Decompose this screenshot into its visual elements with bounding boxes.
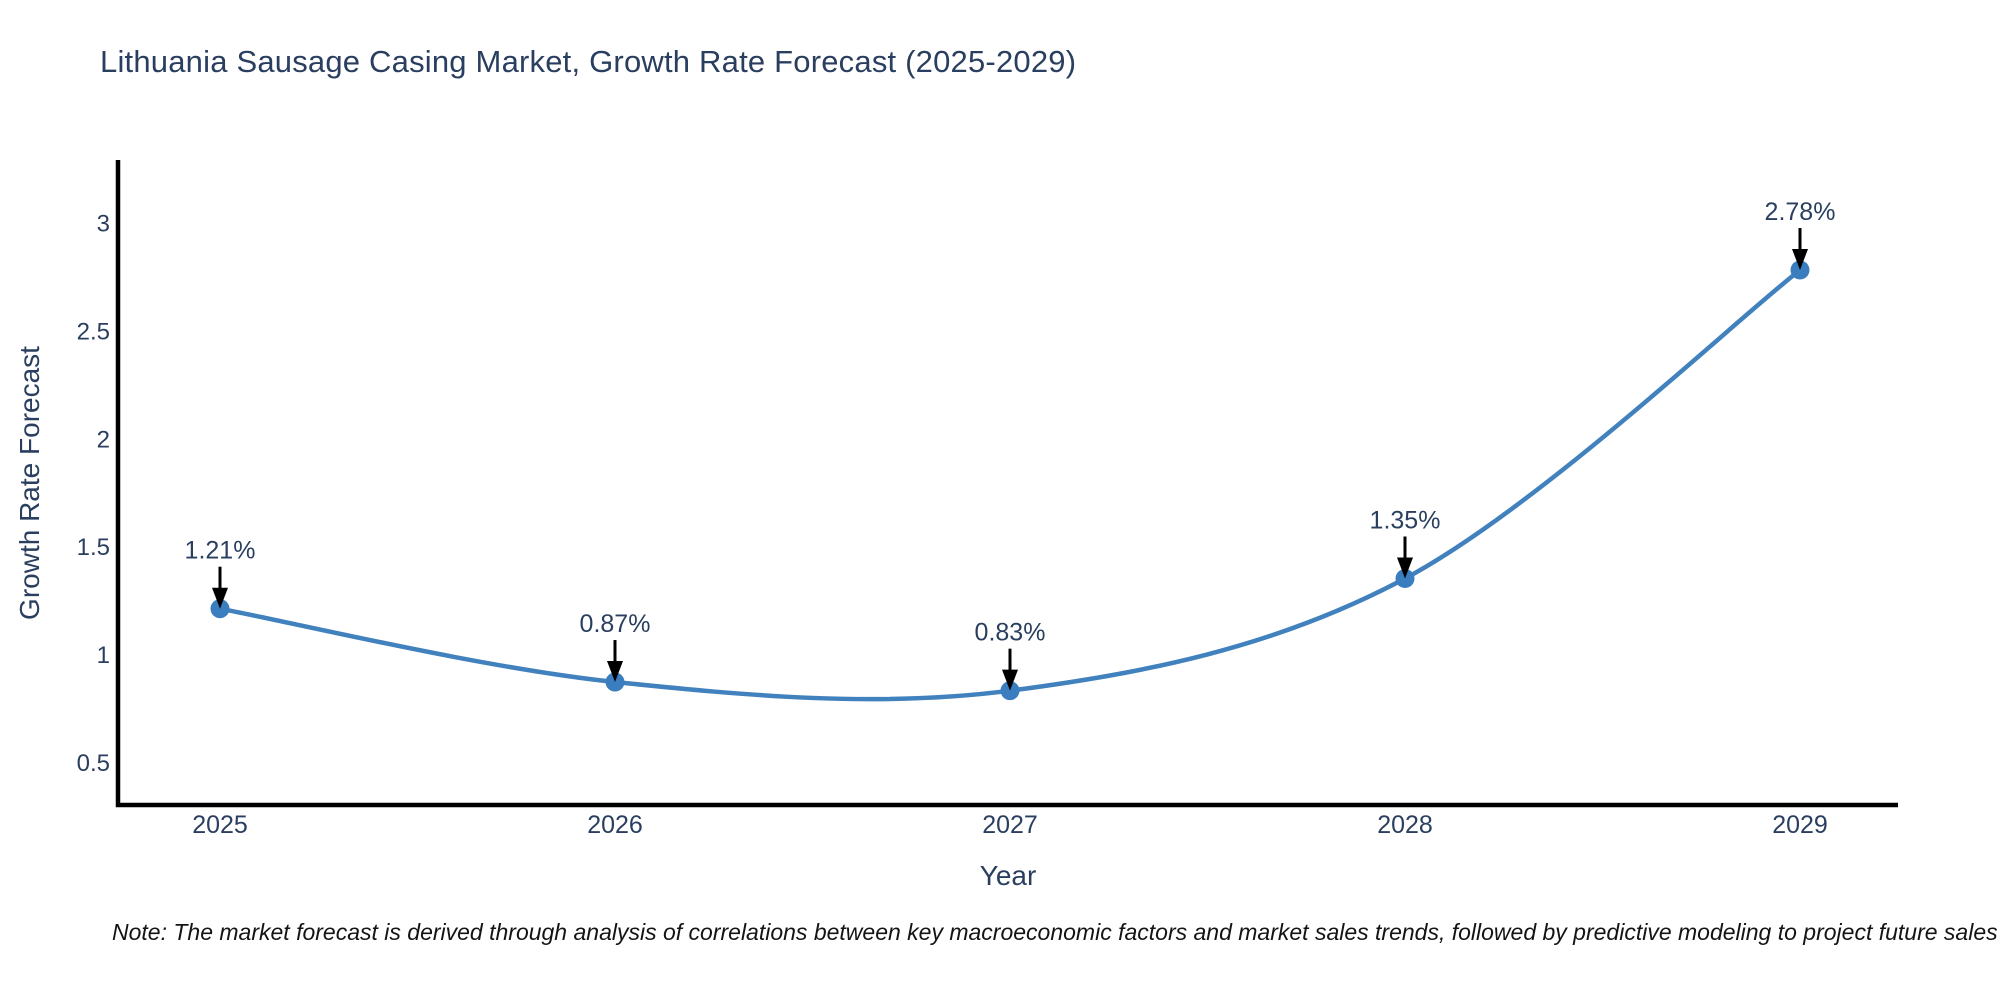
annotation-label-2029: 2.78% [1765, 198, 1836, 226]
series-line [217, 267, 1803, 702]
x-tick-label-2026: 2026 [587, 811, 643, 839]
annotation-label-2027: 0.83% [975, 619, 1046, 647]
x-tick-label-2025: 2025 [192, 811, 248, 839]
x-tick-label-2027: 2027 [982, 811, 1038, 839]
annotation-arrowhead-2028 [1397, 557, 1413, 579]
x-tick-label-2028: 2028 [1377, 811, 1433, 839]
annotation-arrowhead-2027 [1002, 669, 1018, 691]
chart-title: Lithuania Sausage Casing Market, Growth … [100, 44, 1077, 79]
annotation-arrowhead-2025 [212, 587, 228, 609]
y-tick-label-1: 1 [97, 642, 110, 669]
x-tick-label-2029: 2029 [1772, 811, 1828, 839]
y-tick-label-2: 2 [97, 426, 110, 453]
footnote-text: Note: The market forecast is derived thr… [112, 919, 1998, 945]
y-tick-label-3: 3 [97, 211, 110, 238]
y-axis-title: Growth Rate Forecast [14, 346, 45, 620]
x-axis-title: Year [979, 860, 1037, 891]
annotation-label-2026: 0.87% [580, 610, 651, 638]
y-tick-label-0.5: 0.5 [77, 750, 110, 777]
annotation-label-2025: 1.21% [185, 537, 256, 565]
annotation-label-2028: 1.35% [1370, 506, 1441, 534]
annotation-arrowhead-2029 [1792, 249, 1808, 271]
y-tick-label-1.5: 1.5 [77, 534, 110, 561]
y-tick-label-2.5: 2.5 [77, 318, 110, 345]
annotation-arrowhead-2026 [607, 661, 623, 683]
axis-spines [115, 160, 1898, 808]
